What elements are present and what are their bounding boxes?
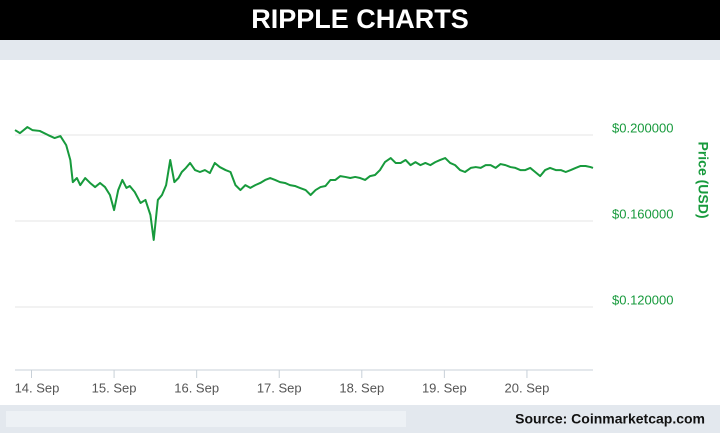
top-band [0, 40, 720, 60]
y-tick-label: $0.120000 [612, 292, 673, 307]
y-tick-label: $0.200000 [612, 120, 673, 135]
x-tick-label: 18. Sep [339, 380, 384, 395]
source-note: Source: Coinmarketcap.com [515, 411, 705, 427]
bottom-band-inner [6, 411, 406, 427]
x-tick-label: 19. Sep [422, 380, 467, 395]
y-axis-label: Price (USD) [695, 141, 711, 218]
chart-title: RIPPLE CHARTS [251, 4, 469, 34]
x-tick-label: 17. Sep [257, 380, 302, 395]
x-tick-label: 20. Sep [505, 380, 550, 395]
title-bar [0, 0, 720, 40]
x-tick-label: 16. Sep [174, 380, 219, 395]
x-tick-label: 14. Sep [15, 380, 60, 395]
x-tick-label: 15. Sep [92, 380, 137, 395]
y-tick-label: $0.160000 [612, 206, 673, 221]
price-line [14, 126, 594, 241]
